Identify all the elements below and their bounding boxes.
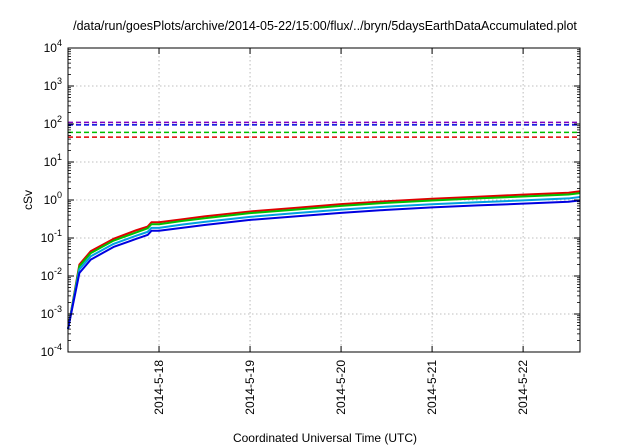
x-tick-label: 2014-5-21: [425, 360, 439, 415]
x-tick-label: 2014-5-22: [516, 360, 530, 415]
x-tick-label: 2014-5-18: [152, 360, 166, 415]
x-tick-label: 2014-5-20: [334, 360, 348, 415]
series-line-4: [67, 199, 581, 330]
y-tick-label: 10-4: [41, 342, 62, 359]
y-tick-label: 100: [44, 190, 62, 207]
y-tick-exponent: 3: [57, 76, 62, 86]
y-tick-label: 10-2: [41, 266, 62, 283]
y-tick-label: 103: [44, 76, 62, 93]
y-tick-exponent: -1: [54, 228, 62, 238]
y-tick-exponent: 4: [57, 38, 62, 48]
y-tick-exponent: 1: [57, 152, 62, 162]
y-tick-exponent: -3: [54, 304, 62, 314]
y-tick-label: 104: [44, 38, 62, 55]
ticks: 10-410-310-210-11001011021031042014-5-18…: [41, 38, 580, 415]
y-tick-exponent: -4: [54, 342, 62, 352]
x-axis-label: Coordinated Universal Time (UTC): [233, 431, 417, 445]
y-tick-label: 10-1: [41, 228, 62, 245]
series-line-1: [67, 190, 581, 330]
y-tick-label: 102: [44, 114, 62, 131]
grid: [68, 48, 580, 352]
series-line-3: [67, 195, 581, 330]
series-layer: [67, 121, 581, 330]
y-tick-exponent: -2: [54, 266, 62, 276]
series-line-2: [67, 192, 581, 330]
x-tick-label: 2014-5-19: [243, 360, 257, 415]
y-axis-label: cSv: [21, 190, 35, 210]
y-tick-label: 101: [44, 152, 62, 169]
chart-title: /data/run/goesPlots/archive/2014-05-22/1…: [73, 19, 577, 33]
y-tick-exponent: 0: [57, 190, 62, 200]
y-tick-label: 10-3: [41, 304, 62, 321]
y-tick-exponent: 2: [57, 114, 62, 124]
